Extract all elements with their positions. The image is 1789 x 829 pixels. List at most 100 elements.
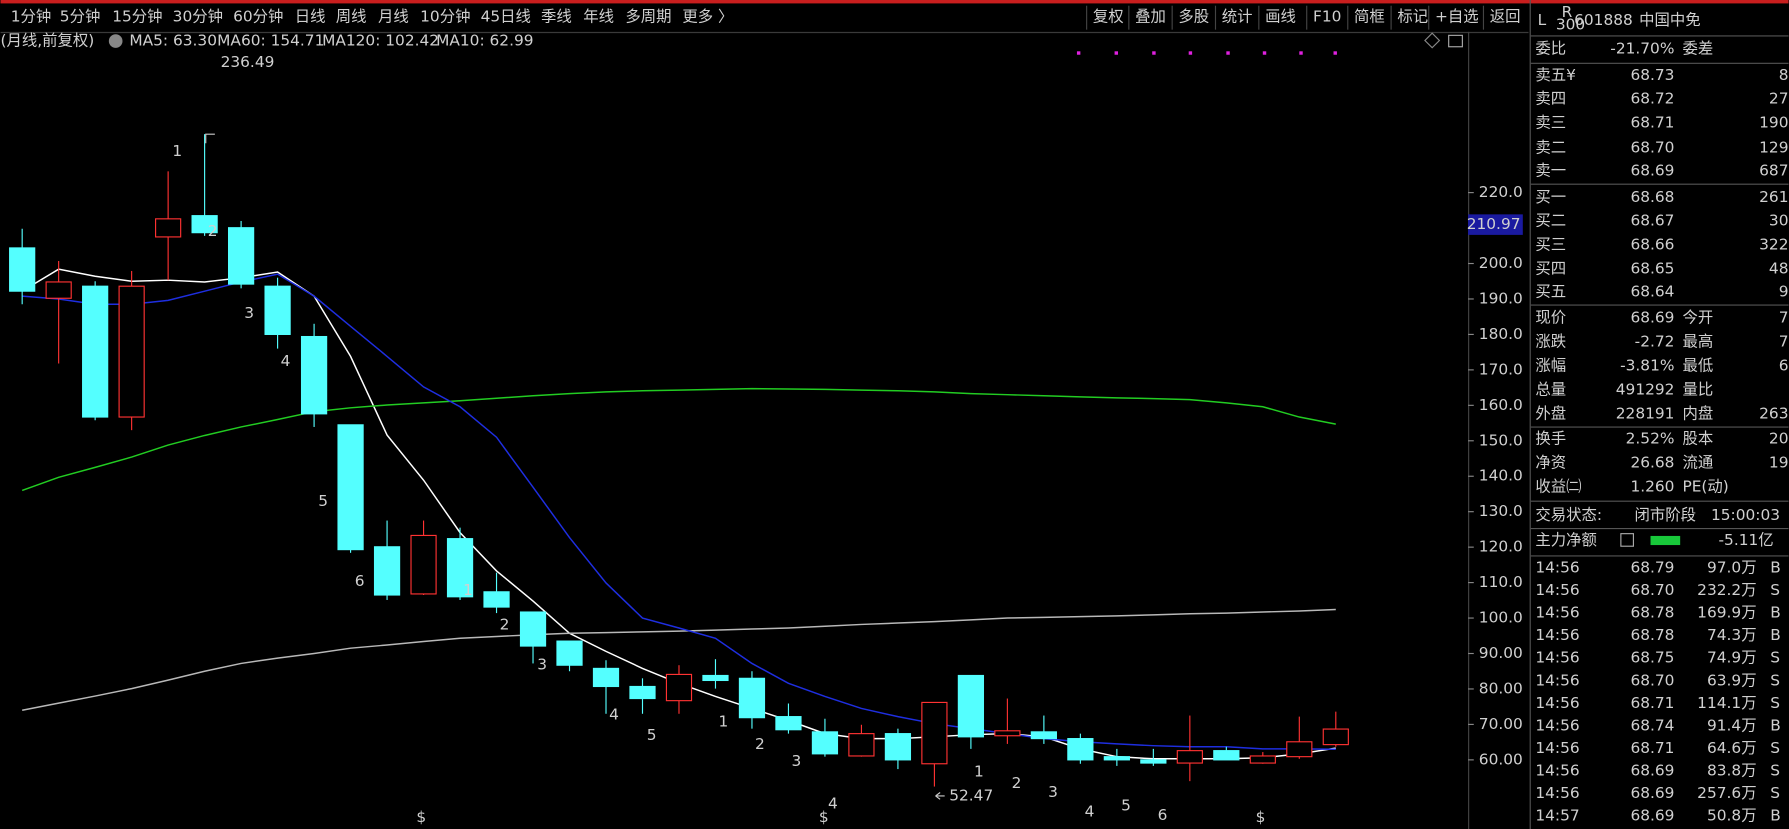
stat-label: 换手 — [1535, 430, 1566, 448]
toolbar-item[interactable]: 15分钟 — [112, 8, 162, 26]
book-price: 68.69 — [1630, 162, 1674, 180]
annotation: 2 — [208, 222, 218, 240]
stat-label: 股本 — [1682, 430, 1713, 448]
stat-value: 1.260 — [1630, 477, 1674, 495]
book-volume: 9 — [1779, 282, 1789, 300]
toolbar-item[interactable]: 多股 — [1178, 8, 1209, 26]
candle — [775, 703, 802, 734]
candle — [45, 261, 72, 364]
candle — [264, 277, 291, 349]
toolbar-item[interactable]: 30分钟 — [173, 8, 223, 26]
tick-time: 14:56 — [1535, 739, 1579, 757]
candle-body — [775, 716, 802, 731]
tick-volume: 114.1万 — [1697, 694, 1756, 712]
book-volume: 261 — [1759, 188, 1788, 206]
toolbar-item[interactable]: 60分钟 — [233, 8, 283, 26]
tick-price: 68.70 — [1630, 581, 1674, 599]
y-tick-label: 120.0 — [1479, 538, 1523, 556]
candle-body — [300, 335, 328, 415]
toolbar-item[interactable]: 10分钟 — [420, 8, 470, 26]
candle — [848, 724, 875, 757]
toolbar-item[interactable]: 统计 — [1222, 8, 1253, 26]
candle-body — [446, 538, 474, 598]
tick-side: B — [1770, 604, 1781, 622]
candle-body — [1213, 750, 1240, 761]
stat-label: 今开 — [1682, 309, 1713, 327]
toolbar-item[interactable]: 45日线 — [481, 8, 531, 26]
dot — [1076, 51, 1081, 55]
book-price: 68.65 — [1630, 260, 1674, 278]
dot — [1333, 51, 1337, 55]
tick-volume: 169.9万 — [1697, 604, 1756, 622]
mark: L — [1538, 11, 1547, 29]
annotation: 2 — [755, 735, 765, 753]
annotation: 5 — [1121, 797, 1131, 815]
annotation: 5 — [647, 726, 657, 744]
toolbar-item[interactable]: +自选 — [1435, 8, 1479, 26]
candle-body — [738, 677, 766, 719]
toolbar-item[interactable]: 复权 — [1093, 8, 1124, 26]
toolbar-item[interactable]: 标记 — [1397, 8, 1428, 26]
candle-body — [957, 674, 985, 738]
candle-body — [1067, 738, 1094, 761]
toolbar-item[interactable]: 季线 — [541, 8, 572, 26]
dot — [1262, 51, 1267, 55]
toolbar-item[interactable]: 周线 — [336, 8, 367, 26]
toolbar-item[interactable]: 5分钟 — [60, 8, 101, 26]
candle — [1286, 716, 1313, 759]
toolbar-item[interactable]: 画线 — [1265, 8, 1296, 26]
toolbar-item[interactable]: 日线 — [295, 8, 326, 26]
toolbar-item[interactable]: 更多 〉 — [682, 8, 733, 26]
tick-volume: 74.9万 — [1707, 649, 1757, 667]
tick-side: S — [1770, 581, 1780, 599]
candle — [1322, 711, 1349, 747]
book-label: 卖二 — [1535, 139, 1566, 157]
stat-label: 涨跌 — [1535, 333, 1566, 351]
annotation: 4 — [281, 352, 291, 370]
toolbar-item[interactable]: 多周期 — [625, 8, 671, 26]
dot — [1226, 51, 1230, 55]
tick-time: 14:56 — [1535, 558, 1579, 576]
dot — [1114, 51, 1118, 55]
icon-window[interactable] — [1448, 34, 1463, 48]
tick-price: 68.69 — [1630, 762, 1674, 780]
toolbar-item[interactable]: 1分钟 — [11, 8, 52, 26]
tick-time: 14:56 — [1535, 784, 1579, 802]
book-volume: 687 — [1759, 162, 1788, 180]
flow-label: 主力净额 — [1535, 531, 1597, 549]
annotation: 4 — [1085, 802, 1095, 820]
candle-body — [665, 673, 693, 702]
toolbar-item[interactable]: 叠加 — [1135, 8, 1166, 26]
candle — [592, 660, 620, 714]
toolbar-item[interactable]: 返回 — [1490, 8, 1521, 26]
legend-entry: MA60: 154.71 — [217, 32, 324, 50]
candle-body — [1286, 741, 1313, 758]
candle-body — [1176, 750, 1203, 764]
annotation: 3 — [244, 304, 254, 322]
top-strip — [0, 0, 1789, 4]
stat-value: 263 — [1759, 404, 1788, 422]
toolbar-item[interactable]: F10 — [1313, 8, 1341, 26]
candle — [483, 572, 510, 614]
plot: 236.49 52.47 1 2 3 4 5 6 1 2 3 4 5 1 2 3 4 1 2 3 4 5 6 $ $ $ — [9, 53, 1349, 826]
toolbar-item[interactable]: 年线 — [583, 8, 614, 26]
annotation: 4 — [828, 794, 838, 812]
candle-body — [410, 534, 437, 595]
tick-time: 14:56 — [1535, 626, 1579, 644]
stat-label: 最高 — [1682, 333, 1713, 351]
stat-value: 7 — [1779, 309, 1789, 327]
annotation: 6 — [355, 572, 365, 590]
tag-bottom: 300 — [1556, 16, 1585, 34]
icon-diamond[interactable] — [1424, 32, 1441, 49]
tick-time: 14:56 — [1535, 716, 1579, 734]
code: 601888 — [1574, 11, 1633, 29]
annotation: 1 — [719, 712, 729, 730]
toolbar-item[interactable]: 简框 — [1354, 8, 1385, 26]
book-volume: 27 — [1769, 90, 1789, 108]
stat-value: -2.72 — [1635, 333, 1675, 351]
candle — [994, 698, 1021, 744]
toolbar-item[interactable]: 月线 — [378, 8, 409, 26]
settings-icon[interactable] — [108, 34, 123, 48]
stat-label: 净资 — [1535, 453, 1566, 471]
candle — [519, 611, 547, 664]
